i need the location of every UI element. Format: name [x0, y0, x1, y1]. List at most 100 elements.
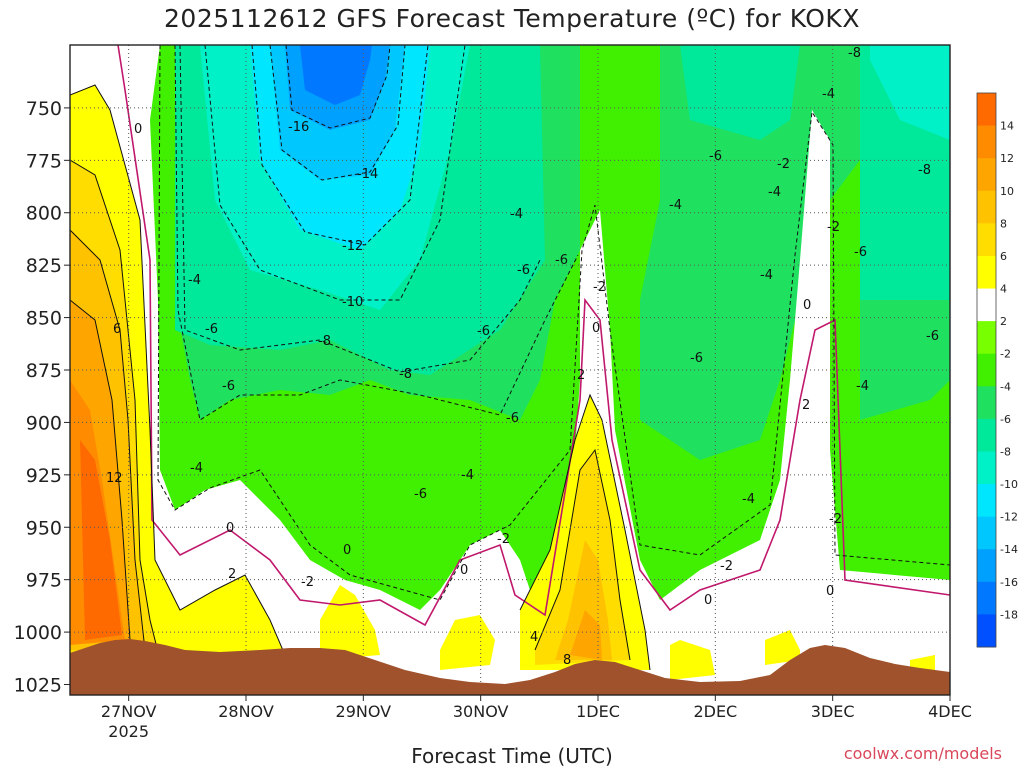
warm-contour-2 — [70, 159, 161, 661]
contour-label: -4 — [856, 379, 869, 394]
colorbar-swatch — [977, 125, 996, 159]
contour-label: 0 — [460, 563, 468, 578]
y-tick-label: 825 — [26, 255, 62, 277]
contour-label: -6 — [690, 351, 703, 366]
x-tick-label: 3DEC — [811, 702, 855, 721]
contour-label: -2 — [593, 280, 606, 295]
y-tick-label: 900 — [26, 412, 62, 434]
y-tick-label: 950 — [26, 517, 62, 539]
contour-label: -6 — [517, 263, 530, 278]
contour-label: 4 — [530, 630, 538, 645]
contour-label: 0 — [592, 321, 600, 336]
colorbar-swatch — [977, 353, 996, 387]
contour-label: -8 — [918, 163, 931, 178]
colorbar-swatch — [977, 223, 996, 257]
contour-label: -6 — [477, 324, 490, 339]
contour-label: -4 — [768, 185, 781, 200]
contour-label: 2 — [577, 368, 585, 383]
chart-title: 2025112612 GFS Forecast Temperature (ºC)… — [164, 4, 860, 33]
contour-label: -6 — [205, 322, 218, 337]
contour-label: -2 — [829, 512, 842, 527]
x-tick-label: 2DEC — [693, 702, 737, 721]
colorbar-label: -14 — [1000, 543, 1018, 556]
colorbar-label: -6 — [1000, 413, 1011, 426]
warm-contour-1 — [70, 84, 286, 656]
colorbar-swatch — [977, 549, 996, 583]
colorbar-label: 14 — [1000, 120, 1014, 133]
contour-label: -2 — [827, 220, 840, 235]
contour-label: -4 — [822, 87, 835, 102]
colorbar-label: 6 — [1000, 250, 1007, 263]
warm-contour-6 — [534, 448, 631, 661]
colorbar-label: -12 — [1000, 511, 1018, 524]
contour-value-labels: -16 -14 -12 -10 -8 -8 -8 -8 -6 -6 -6 -6 … — [106, 46, 939, 668]
colorbar-label: 10 — [1000, 185, 1014, 198]
contour-label: -4 — [188, 273, 201, 288]
x-tick-label: 1DEC — [576, 702, 620, 721]
contour-label: 0 — [226, 521, 234, 536]
contour-label: -4 — [510, 207, 523, 222]
colorbar-swatch — [977, 288, 996, 322]
contour-label: -6 — [555, 253, 568, 268]
contour-label: 0 — [343, 543, 351, 558]
y-tick-label: 750 — [26, 98, 62, 120]
x-tick-label: 30NOV — [453, 702, 509, 721]
contour-label: -4 — [760, 268, 773, 283]
colorbar-swatch — [977, 93, 996, 127]
colorbar-swatch — [977, 321, 996, 355]
colorbar-label: 12 — [1000, 152, 1014, 165]
contour-label: -6 — [926, 329, 939, 344]
contour-label: 0 — [134, 122, 142, 137]
colorbar-swatch — [977, 581, 996, 615]
colorbar-label: -8 — [1000, 445, 1011, 458]
colorbar-swatch — [977, 255, 996, 290]
contour-label: 0 — [803, 298, 811, 313]
zero-contour — [117, 45, 950, 627]
y-tick-label: 1000 — [14, 622, 62, 644]
x-axis: 27NOV 28NOV 29NOV 30NOV 1DEC 2DEC 3DEC 4DEC 2025 — [101, 695, 972, 741]
x-tick-label: 4DEC — [928, 702, 972, 721]
freezing-contour-dashed — [157, 45, 950, 601]
x-axis-label: Forecast Time (UTC) — [411, 744, 613, 768]
colorbar-label: -16 — [1000, 576, 1018, 589]
contour-label: -2 — [497, 532, 510, 547]
minus16-contour — [285, 45, 391, 129]
warm-contour-5 — [519, 393, 651, 671]
contour-label: 2 — [228, 567, 236, 582]
y-tick-label: 1025 — [14, 675, 62, 697]
contour-label: 8 — [563, 653, 571, 668]
contour-label: -2 — [301, 575, 314, 590]
contour-label: -8 — [318, 334, 331, 349]
contour-label: 0 — [826, 584, 834, 599]
contour-label: -6 — [854, 245, 867, 260]
contour-label: -6 — [414, 487, 427, 502]
contour-label: -4 — [669, 198, 682, 213]
y-tick-label: 875 — [26, 360, 62, 382]
contour-label: -2 — [720, 559, 733, 574]
minus12-contour — [251, 45, 429, 246]
colorbar: 14 12 10 8 6 4 2 -2 -4 -6 -8 -10 -12 -14 -16 -18 — [976, 92, 1018, 648]
contour-label: -12 — [342, 239, 363, 254]
colorbar-swatch — [977, 418, 996, 452]
contour-label: 12 — [106, 471, 123, 486]
colorbar-label: 2 — [1000, 315, 1007, 328]
contour-label: -8 — [399, 367, 412, 382]
contour-label: -6 — [709, 149, 722, 164]
y-tick-label: 975 — [26, 570, 62, 592]
contour-label: -4 — [742, 492, 755, 507]
x-year-label: 2025 — [108, 722, 149, 741]
colorbar-label: -18 — [1000, 608, 1018, 621]
warm-contour-4 — [70, 299, 131, 641]
field-plus12 — [80, 440, 122, 640]
colorbar-swatch — [977, 451, 996, 485]
colorbar-frame — [976, 92, 997, 648]
minus6-contour — [174, 45, 579, 421]
contour-label: -4 — [461, 468, 474, 483]
colorbar-label: 4 — [1000, 283, 1007, 296]
contour-label: -16 — [288, 120, 309, 135]
contour-label: 0 — [704, 593, 712, 608]
colorbar-swatch — [977, 484, 996, 518]
contour-label: -2 — [777, 157, 790, 172]
y-tick-label: 775 — [26, 150, 62, 172]
